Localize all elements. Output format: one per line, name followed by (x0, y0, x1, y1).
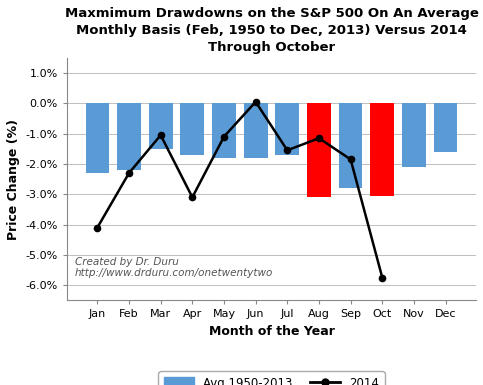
Text: Created by Dr. Duru
http://www.drduru.com/onetwentytwo: Created by Dr. Duru http://www.drduru.co… (75, 257, 273, 278)
Bar (85, 103, 109, 173)
Bar (307, 103, 331, 197)
Bar (181, 103, 204, 155)
Bar (275, 103, 299, 155)
Legend: Avg 1950-2013, 2014: Avg 1950-2013, 2014 (158, 372, 385, 385)
Bar (149, 103, 172, 149)
Bar (339, 103, 362, 188)
Bar (434, 103, 457, 152)
Bar (370, 103, 394, 196)
Title: Maxmimum Drawdowns on the S&P 500 On An Average
Monthly Basis (Feb, 1950 to Dec,: Maxmimum Drawdowns on the S&P 500 On An … (65, 7, 479, 54)
Bar (244, 103, 268, 158)
Y-axis label: Price Change (%): Price Change (%) (7, 119, 20, 239)
X-axis label: Month of the Year: Month of the Year (209, 325, 334, 338)
Bar (117, 103, 141, 170)
Bar (212, 103, 236, 158)
Bar (402, 103, 426, 167)
